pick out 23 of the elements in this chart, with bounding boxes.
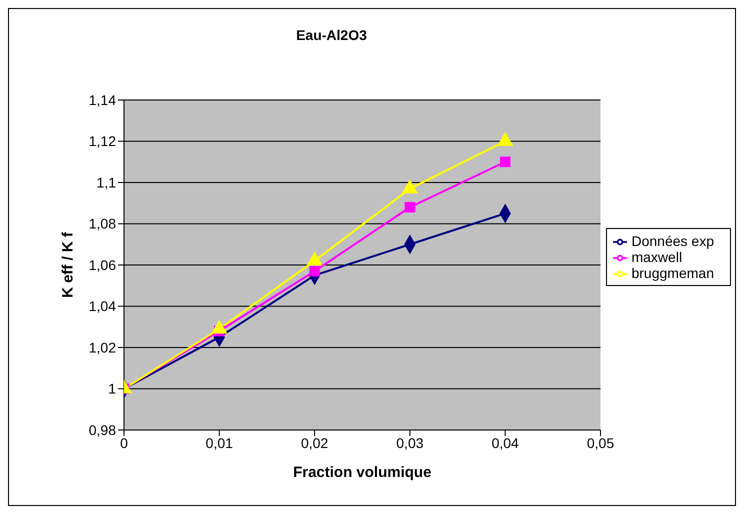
x-tick-label: 0,05 — [586, 434, 614, 451]
legend-label: Données exp — [631, 232, 714, 249]
x-tick-label: 0,03 — [396, 434, 424, 451]
point — [404, 202, 416, 212]
legend-label: bruggmeman — [631, 265, 714, 282]
y-tick-label: 1,08 — [88, 216, 116, 232]
y-tick-label: 1,04 — [88, 298, 116, 314]
x-tick-label: 0,04 — [492, 434, 520, 451]
y-tick-label: 0,98 — [88, 422, 116, 438]
point — [500, 156, 510, 168]
y-tick-label: 1,1 — [96, 174, 116, 190]
chart-title: Eau-Al2O3 — [295, 27, 368, 43]
x-axis-title: Fraction volumique — [293, 464, 432, 481]
y-tick-label: 1,06 — [88, 256, 116, 273]
x-tick-label: 0,02 — [300, 434, 328, 451]
y-tick-label: 1,12 — [88, 133, 116, 150]
y-tick-label: 1,14 — [88, 92, 116, 108]
legend-label: maxwell — [631, 248, 682, 265]
x-tick-label: 0,01 — [206, 434, 234, 451]
y-tick-label: 1 — [108, 380, 116, 397]
y-axis-title: K eff / K f — [59, 231, 76, 298]
y-tick-label: 1,02 — [88, 339, 116, 356]
x-tick-label: 0 — [120, 434, 128, 451]
